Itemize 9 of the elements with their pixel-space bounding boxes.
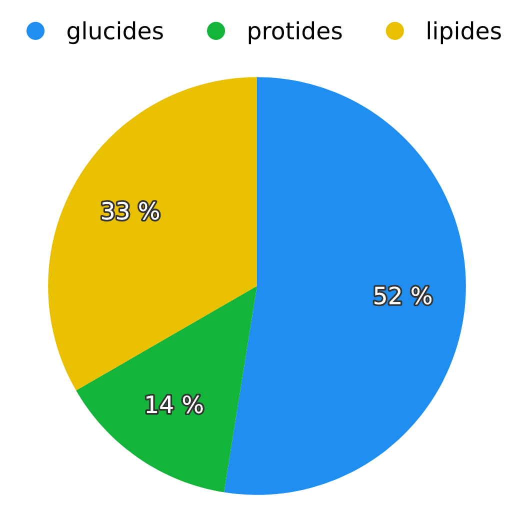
pie-slice <box>224 77 466 495</box>
legend-label: lipides <box>428 21 501 44</box>
legend-label: protides <box>248 21 342 44</box>
pie-slice <box>48 77 257 390</box>
data-label: 14 % <box>146 395 203 414</box>
pie-slice <box>76 286 257 492</box>
data-label: 33 % <box>102 202 160 220</box>
data-label: 52 % <box>374 286 432 304</box>
legend-label: glucides <box>68 21 163 44</box>
